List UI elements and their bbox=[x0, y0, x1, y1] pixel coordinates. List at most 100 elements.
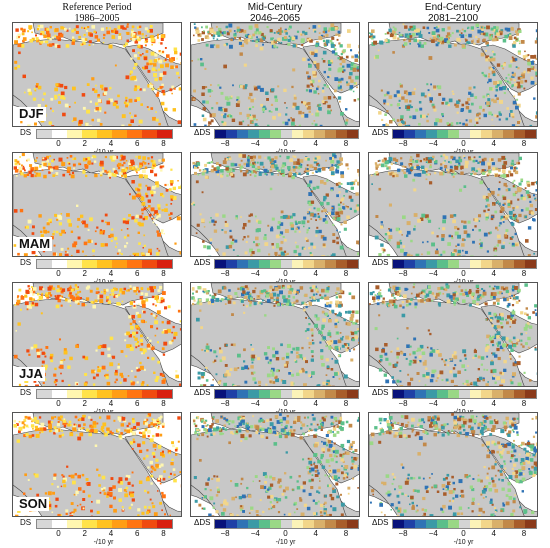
colorbar-swatch bbox=[82, 520, 97, 528]
colorbar-swatch bbox=[314, 520, 325, 528]
colorbar-tick: 4 bbox=[491, 529, 496, 538]
colorbar-swatch bbox=[325, 260, 336, 268]
colorbar-swatch bbox=[525, 130, 536, 138]
colorbar-swatch bbox=[292, 260, 303, 268]
africa-map bbox=[13, 23, 181, 126]
colorbar-swatch bbox=[67, 130, 82, 138]
colorbar-swatch bbox=[503, 260, 514, 268]
colorbar-tick: 8 bbox=[343, 139, 349, 148]
colorbar-swatch bbox=[303, 390, 314, 398]
colorbar-swatch bbox=[237, 390, 248, 398]
africa-map bbox=[191, 413, 359, 516]
colorbar-swatch bbox=[437, 130, 448, 138]
colorbar-label: ΔDS bbox=[194, 388, 211, 397]
colorbar-swatch bbox=[470, 130, 481, 138]
colorbar-swatch bbox=[448, 520, 459, 528]
africa-map bbox=[191, 283, 359, 386]
column-title-mid-century: Mid-Century 2046–2065 bbox=[190, 2, 360, 24]
colorbar-swatch bbox=[470, 520, 481, 528]
colorbar-tick: 8 bbox=[521, 139, 527, 148]
map-panel bbox=[190, 152, 360, 257]
colorbar-swatch bbox=[248, 390, 259, 398]
colorbar-tick: 2 bbox=[82, 269, 87, 278]
data-speckles bbox=[369, 23, 537, 126]
colorbar-tick: 8 bbox=[161, 139, 166, 148]
map-panel: JJA bbox=[12, 282, 182, 387]
column-title-line1: Reference Period bbox=[62, 2, 132, 13]
colorbar-swatch bbox=[259, 520, 270, 528]
colorbar-swatch bbox=[270, 390, 281, 398]
column-title-line2: 1986–2005 bbox=[74, 13, 120, 24]
season-label: DJF bbox=[17, 106, 46, 121]
data-speckles bbox=[191, 153, 359, 256]
data-speckles bbox=[192, 413, 359, 516]
colorbar-swatch bbox=[248, 260, 259, 268]
colorbar-tick: 0 bbox=[56, 529, 61, 538]
colorbar-swatch bbox=[281, 260, 292, 268]
colorbar-swatch bbox=[448, 390, 459, 398]
data-speckles bbox=[14, 23, 181, 126]
colorbar-swatch bbox=[426, 520, 437, 528]
colorbar-swatch bbox=[157, 520, 172, 528]
column-title-line2: 2046–2065 bbox=[249, 13, 301, 24]
colorbar-tick: 8 bbox=[521, 269, 527, 278]
data-speckles bbox=[13, 413, 181, 516]
colorbar-label: DS bbox=[20, 128, 32, 137]
colorbar-swatch bbox=[97, 260, 112, 268]
africa-map bbox=[369, 413, 537, 516]
data-speckles bbox=[191, 284, 359, 386]
colorbar-swatch bbox=[127, 520, 142, 528]
colorbar-swatch bbox=[97, 390, 112, 398]
season-label: JJA bbox=[17, 366, 45, 381]
colorbar-swatch bbox=[226, 390, 237, 398]
colorbar-swatch bbox=[314, 260, 325, 268]
colorbar-swatch bbox=[448, 130, 459, 138]
colorbar-swatch bbox=[112, 130, 127, 138]
colorbar-swatch bbox=[142, 130, 157, 138]
map-panel: DJF bbox=[12, 22, 182, 127]
colorbar-swatch bbox=[82, 390, 97, 398]
colorbar-cells bbox=[392, 519, 537, 529]
colorbar-swatch bbox=[459, 520, 470, 528]
colorbar-swatch bbox=[259, 390, 270, 398]
colorbar-tick: 8 bbox=[343, 269, 349, 278]
colorbar-swatch bbox=[404, 390, 415, 398]
colorbar-swatch bbox=[281, 390, 292, 398]
colorbar-swatch bbox=[393, 260, 404, 268]
colorbar-swatch bbox=[127, 130, 142, 138]
colorbar-tick: 8 bbox=[343, 399, 349, 408]
map-panel bbox=[368, 152, 538, 257]
colorbar-tick: 8 bbox=[161, 399, 166, 408]
colorbar-tick: 6 bbox=[135, 529, 140, 538]
column-title-line1: End-Century bbox=[424, 2, 482, 13]
column-title-line1: Mid-Century bbox=[247, 2, 303, 13]
colorbar-tick: 4 bbox=[108, 399, 114, 408]
colorbar-swatch bbox=[347, 130, 358, 138]
data-speckles bbox=[369, 283, 537, 386]
data-speckles bbox=[191, 23, 359, 126]
colorbar-unit: -/10 yr bbox=[93, 539, 114, 546]
colorbar-swatch bbox=[503, 390, 514, 398]
map-panel: MAM bbox=[12, 152, 182, 257]
colorbar-tick: 4 bbox=[313, 139, 318, 148]
colorbar-swatch bbox=[393, 390, 404, 398]
africa-map bbox=[369, 153, 537, 256]
colorbar-delta-ds: ΔDS −8 −4 0 4 8 -/10 yr bbox=[372, 518, 547, 548]
colorbar-swatch bbox=[97, 130, 112, 138]
colorbar-swatch bbox=[459, 130, 470, 138]
colorbar-tick: 0 bbox=[461, 269, 466, 278]
colorbar-swatch bbox=[215, 130, 226, 138]
colorbar-swatch bbox=[237, 130, 248, 138]
colorbar-swatch bbox=[314, 390, 325, 398]
colorbar-swatch bbox=[270, 520, 281, 528]
colorbar-cells bbox=[392, 129, 537, 139]
map-panel bbox=[190, 412, 360, 517]
colorbar-label: ΔDS bbox=[372, 128, 389, 137]
colorbar-label: ΔDS bbox=[372, 518, 389, 527]
colorbar-swatch bbox=[336, 260, 347, 268]
colorbar-swatch bbox=[415, 520, 426, 528]
colorbar-tick: 4 bbox=[491, 139, 496, 148]
map-panel bbox=[368, 282, 538, 387]
data-speckles bbox=[370, 153, 537, 256]
